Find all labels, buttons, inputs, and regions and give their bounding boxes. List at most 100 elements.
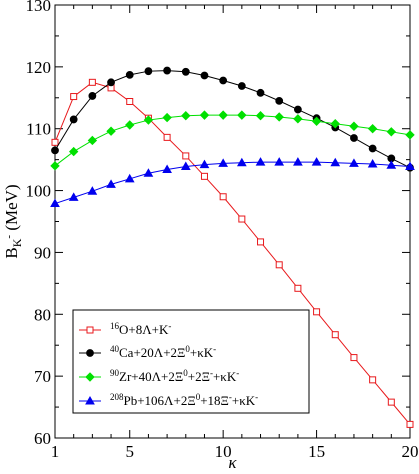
data-point <box>237 110 247 120</box>
legend-box <box>72 309 310 414</box>
legend-text: O+8Λ+K <box>119 322 169 337</box>
legend-entry: 16O+8Λ+K- <box>79 321 171 337</box>
data-point <box>386 160 397 169</box>
data-point <box>274 157 285 166</box>
y-tick-label: 110 <box>26 120 51 139</box>
x-tick-label: 20 <box>402 442 419 461</box>
data-point <box>257 238 265 246</box>
data-point <box>144 67 153 76</box>
data-point <box>88 78 96 86</box>
legend-superscript: - <box>168 321 171 331</box>
data-point <box>107 78 115 87</box>
data-point <box>405 161 415 170</box>
data-point <box>236 157 247 167</box>
legend-marker <box>86 326 94 334</box>
legend-superscript: - <box>236 368 239 378</box>
data-point <box>256 88 265 97</box>
data-point <box>275 96 284 105</box>
legend-superscript: - <box>210 368 213 378</box>
data-point <box>293 105 302 114</box>
legend-marker <box>85 395 95 405</box>
x-tick-label: 5 <box>125 442 134 461</box>
data-point <box>330 119 340 129</box>
data-point <box>143 115 154 125</box>
data-point <box>349 121 359 131</box>
data-point <box>68 192 79 201</box>
data-point <box>125 70 134 79</box>
data-point <box>199 110 210 120</box>
y-tick-label: 130 <box>26 0 52 15</box>
y-tick-label: 60 <box>34 429 51 448</box>
data-point <box>163 66 172 75</box>
data-point <box>181 111 191 121</box>
data-point <box>369 376 377 384</box>
data-point <box>87 186 98 195</box>
legend-superscript: 208 <box>110 392 124 402</box>
data-point <box>294 284 302 292</box>
data-point <box>405 130 415 140</box>
data-point <box>162 112 172 123</box>
y-tick-label: 80 <box>34 305 51 324</box>
series-line <box>54 161 411 205</box>
legend-text: Zr+40Λ+2Ξ <box>119 369 183 384</box>
legend-text: +κK <box>190 345 214 360</box>
data-point <box>50 161 60 171</box>
data-point <box>200 71 209 80</box>
legend-superscript: 0 <box>183 368 188 378</box>
data-point <box>387 398 395 406</box>
data-point <box>106 126 116 136</box>
legend-superscript: 90 <box>110 368 120 378</box>
data-point <box>69 115 78 124</box>
legend-superscript: 16 <box>110 321 120 331</box>
data-point <box>350 134 358 142</box>
legend-label: 16O+8Λ+K- <box>110 321 171 337</box>
data-point <box>143 168 154 177</box>
data-point <box>331 331 339 339</box>
data-point <box>255 111 266 121</box>
data-point <box>367 158 378 168</box>
legend-text: Pb+106Λ+2Ξ <box>124 393 196 408</box>
data-point <box>181 67 190 76</box>
data-point <box>386 127 397 137</box>
legend-label: 208Pb+106Λ+2Ξ0+18Ξ-+κK- <box>110 392 258 408</box>
legend-text: +2Ξ <box>188 369 210 384</box>
data-point <box>126 97 134 105</box>
data-point <box>88 92 97 100</box>
data-point <box>125 120 135 130</box>
data-point <box>406 420 414 428</box>
data-point <box>200 172 208 180</box>
data-point <box>274 112 284 122</box>
data-point <box>237 82 246 90</box>
legend-entry: 90Zr+40Λ+2Ξ0+2Ξ-+κK- <box>79 368 239 384</box>
series-4 <box>50 157 415 208</box>
legend-superscript: 0 <box>196 392 201 402</box>
data-point <box>330 157 341 167</box>
data-point <box>350 354 358 362</box>
data-point <box>293 114 303 124</box>
data-point <box>313 308 321 316</box>
legend-superscript: - <box>229 392 232 402</box>
legend-superscript: 0 <box>185 344 190 354</box>
data-point <box>51 146 59 155</box>
data-point <box>124 173 135 183</box>
y-title-sup: - <box>3 235 15 239</box>
data-point <box>293 157 303 166</box>
x-axis-title: κ <box>228 453 237 469</box>
legend-text: Ca+20Λ+2Ξ <box>119 345 185 360</box>
data-point <box>68 146 79 157</box>
legend-text: +κK <box>232 393 256 408</box>
data-point <box>182 152 190 160</box>
legend-superscript: - <box>255 392 258 402</box>
y-tick-label: 90 <box>34 243 51 262</box>
data-point <box>311 116 322 126</box>
legend-label: 40Ca+20Λ+2Ξ0+κK- <box>110 344 216 360</box>
data-point <box>275 261 283 269</box>
data-point <box>163 133 171 141</box>
x-tick-label: 1 <box>51 442 60 461</box>
y-title-sub: K <box>10 238 24 247</box>
x-tick-label: 10 <box>215 442 232 461</box>
data-point <box>162 164 172 174</box>
data-point <box>255 157 266 166</box>
